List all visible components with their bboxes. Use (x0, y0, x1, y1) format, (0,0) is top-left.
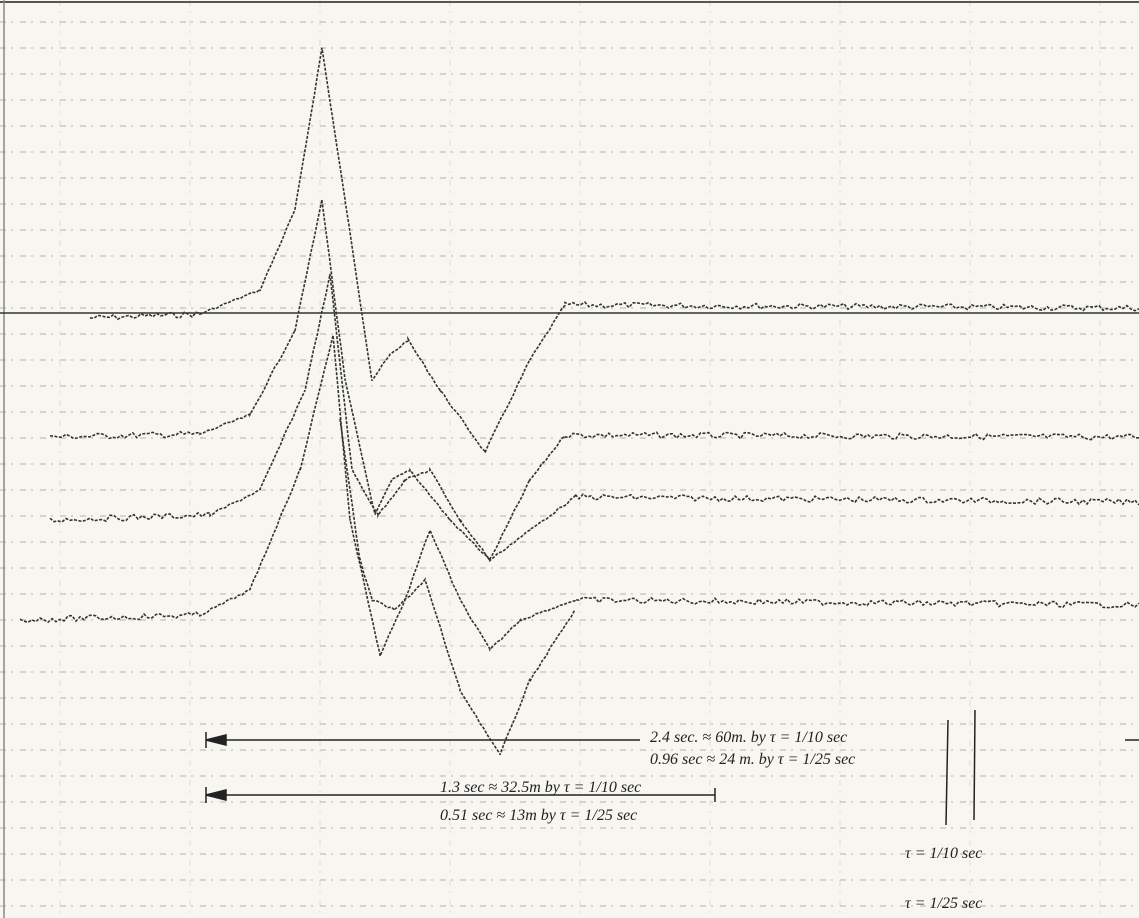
annotation: 0.96 sec ≈ 24 m. by τ = 1/25 sec (650, 751, 855, 768)
recorder-sheet: 2.4 sec. ≈ 60m. by τ = 1/10 sec 0.96 sec… (0, 0, 1139, 918)
annotation: 1.3 sec ≈ 32.5m by τ = 1/10 sec (440, 779, 641, 796)
marker-line (974, 710, 975, 820)
annotation: 2.4 sec. ≈ 60m. by τ = 1/10 sec (650, 729, 847, 746)
annotation: τ = 1/10 sec (905, 845, 982, 862)
annotation: τ = 1/25 sec (905, 895, 982, 912)
annotation: 0.51 sec ≈ 13m by τ = 1/25 sec (440, 807, 637, 824)
